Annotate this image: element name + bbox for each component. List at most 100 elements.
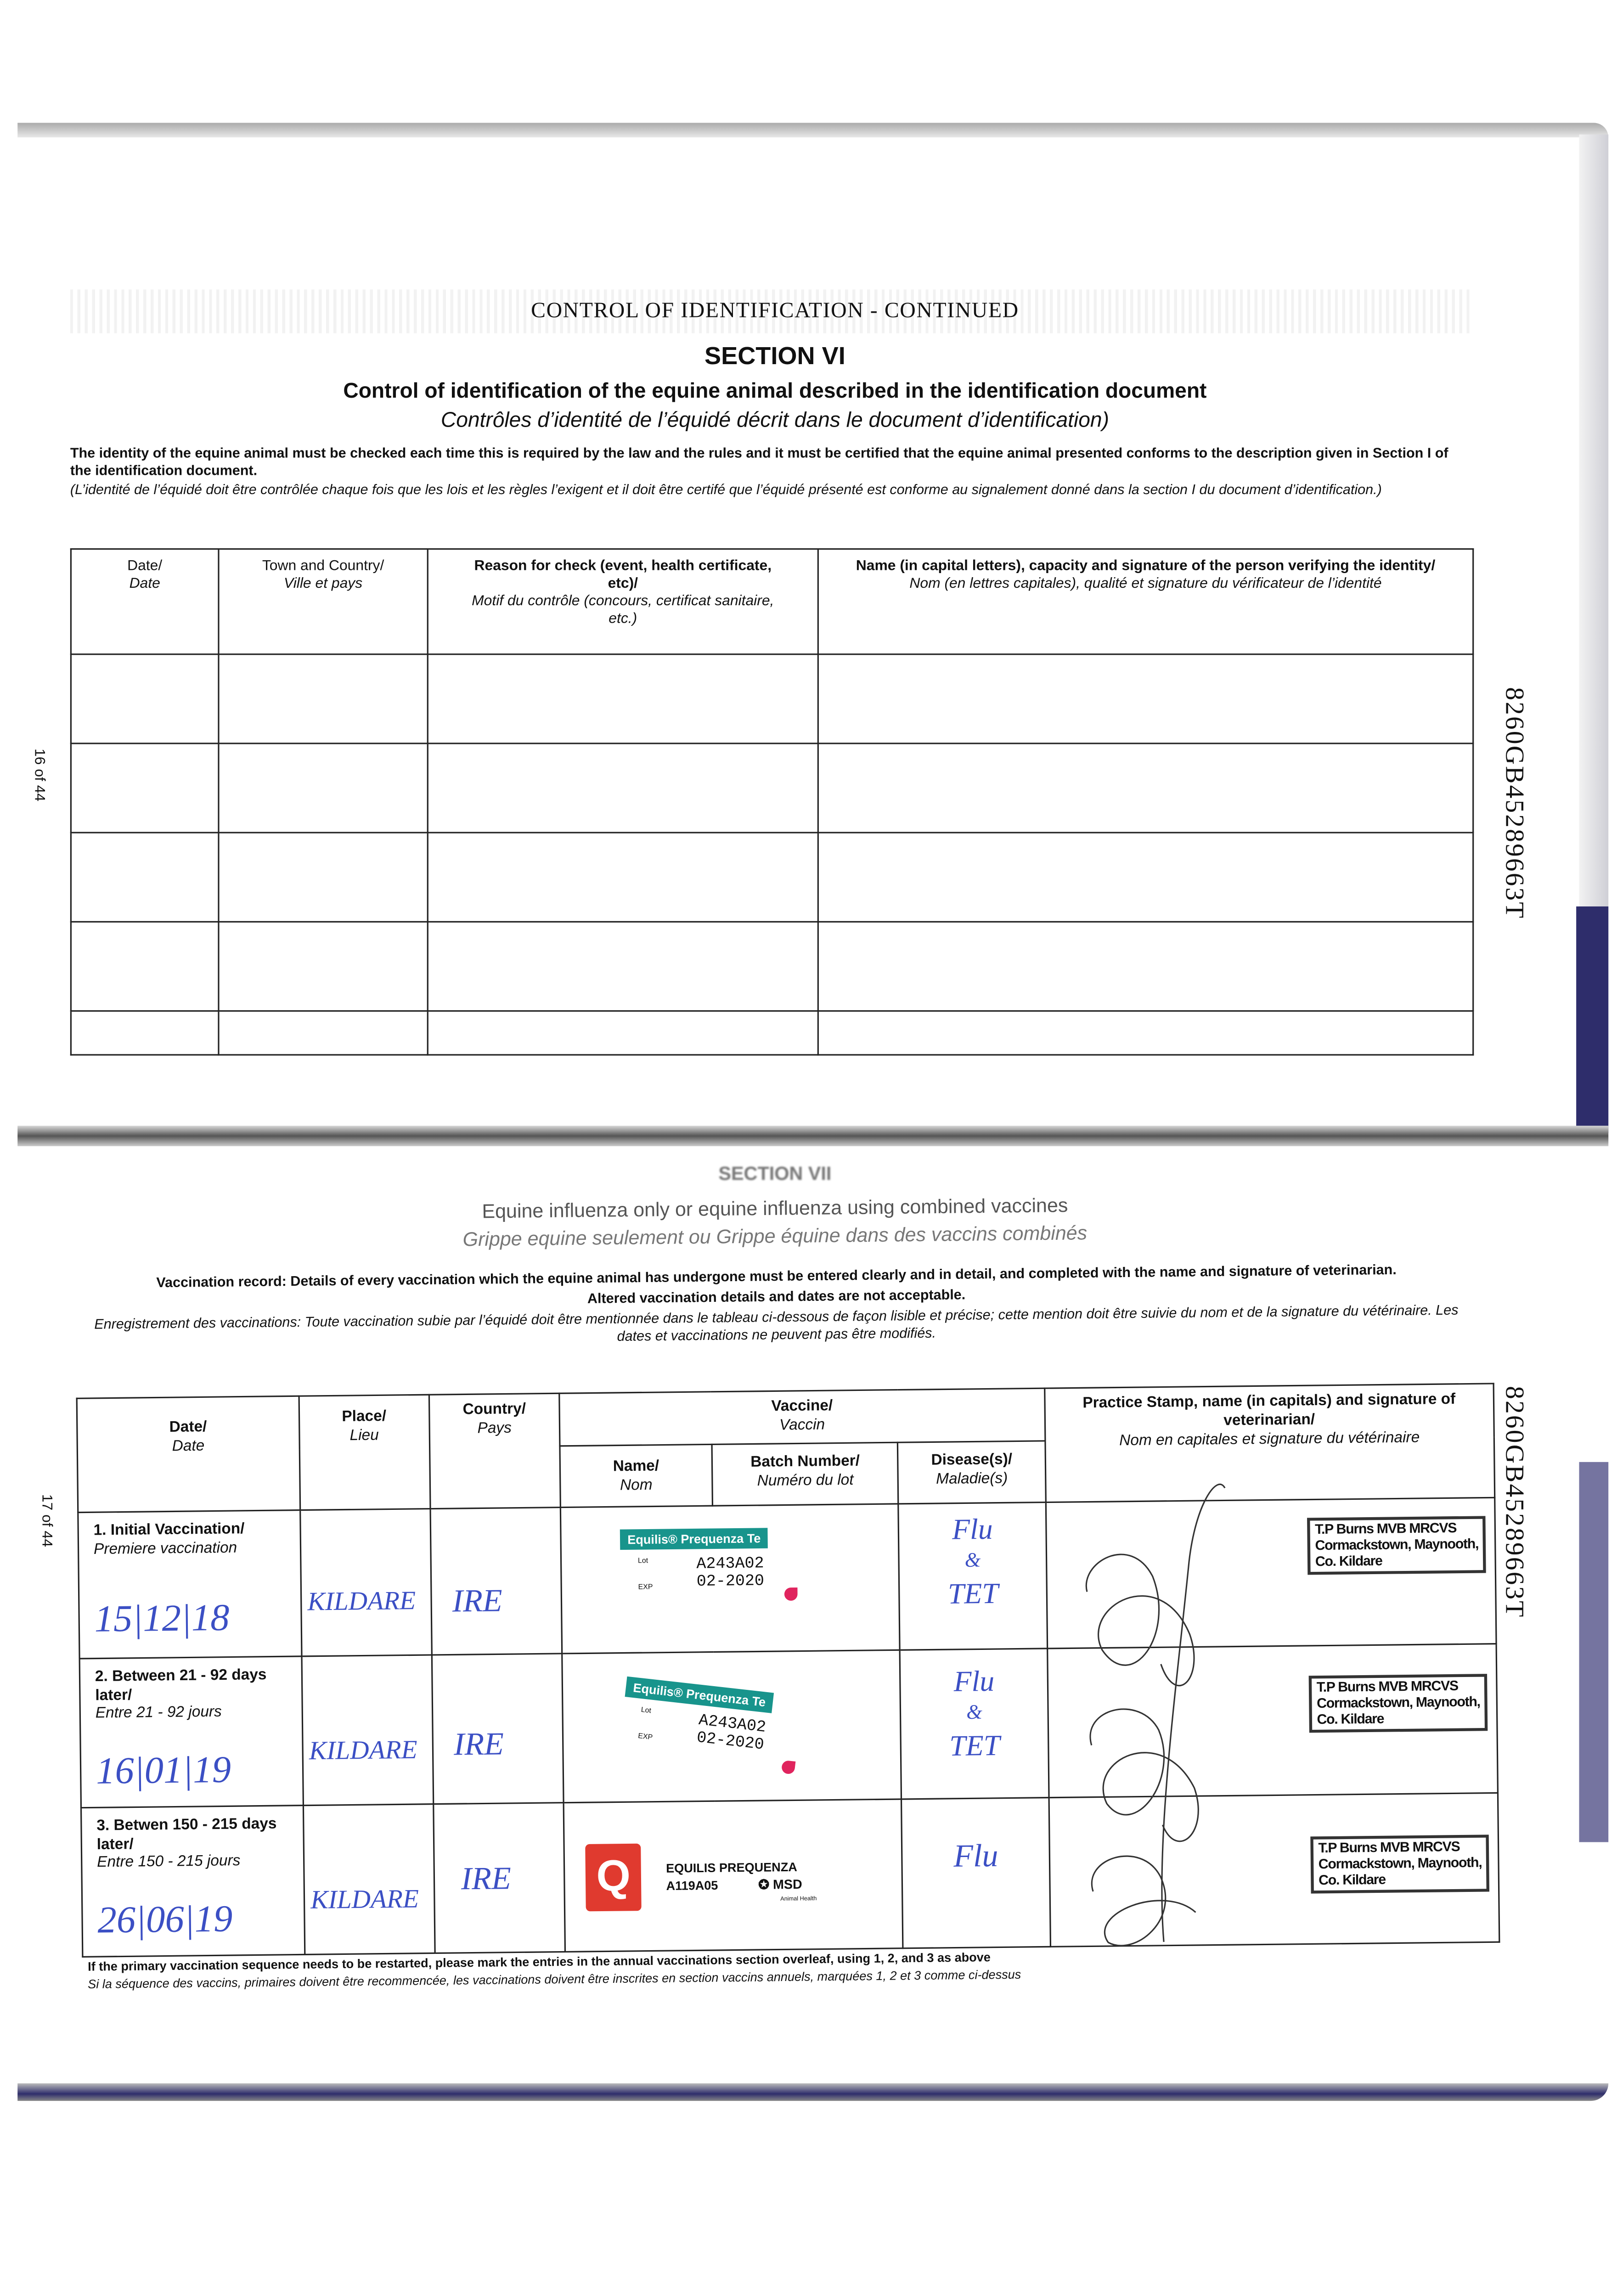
practice-stamp: T.P Burns MVB MRCVS Cormackstown, Maynoot… (1311, 1835, 1489, 1894)
place-cell[interactable]: KILDARE (300, 1508, 432, 1656)
section-title: SECTION VII (718, 1162, 832, 1184)
col-label: Name/ (613, 1457, 659, 1475)
section-subtitle-fr: Contrôles d’identité de l’équidé décrit … (440, 409, 1109, 433)
vaccine-sticker: Equilis® Prequenza Te Lot EXP A243A02 02-… (617, 1672, 810, 1783)
maker-sub: Animal Health (780, 1894, 817, 1902)
passport-number: 8260GB45289663T (1500, 687, 1530, 920)
col-label: Country/ (462, 1400, 526, 1419)
stamp-line: Co. Kildare (1317, 1711, 1384, 1728)
cell[interactable] (427, 743, 819, 833)
page-top-edge (17, 123, 1609, 138)
col-label-fr: Numéro du lot (757, 1471, 854, 1490)
section-subtitle: Control of identification of the equine … (343, 380, 1207, 404)
handwritten-country: IRE (461, 1859, 512, 1897)
col-label-fr: Nom (620, 1476, 653, 1495)
col-reason: Reason for check (event, health certific… (427, 548, 819, 655)
cell[interactable] (70, 832, 220, 923)
col-label-fr: Pays (477, 1419, 512, 1438)
disease-cell[interactable]: Flu & TET (899, 1502, 1047, 1650)
handwritten-place: KILDARE (310, 1884, 419, 1914)
col-label: Date/ (127, 558, 163, 575)
cell[interactable] (427, 653, 819, 744)
cell[interactable] (218, 743, 428, 833)
signature-stroke (1089, 1708, 1199, 1842)
col-label-fr: Date (129, 576, 160, 592)
page-bottom-edge (17, 2083, 1609, 2101)
sticker-exp-label: EXP (638, 1583, 653, 1593)
col-country: Country/Pays (428, 1393, 561, 1509)
vaccine-sticker: Equilis® Prequenza Te Lot EXP A243A02 02-… (620, 1523, 804, 1616)
sticker-lot-label: Lot (637, 1557, 648, 1566)
col-label-fr: Nom (en lettres capitales), qualité et s… (909, 576, 1382, 592)
cell[interactable] (218, 1010, 428, 1056)
stamp-line: Co. Kildare (1315, 1553, 1382, 1570)
place-cell[interactable]: KILDARE (301, 1654, 434, 1806)
cell[interactable] (70, 921, 220, 1012)
cell[interactable] (218, 653, 428, 744)
handwritten-and: & (966, 1702, 983, 1725)
col-label: Date/ (169, 1418, 207, 1436)
col-label: Town and Country/ (262, 558, 384, 575)
table-row (70, 832, 1474, 923)
col-label-fr: Motif du contrôle (concours, certificat … (472, 593, 774, 627)
cover-edge (1576, 906, 1609, 1133)
col-date: Date/Date (77, 1396, 300, 1513)
cell[interactable] (427, 921, 819, 1012)
stamp-line: T.P Burns MVB MRCVS (1318, 1839, 1460, 1857)
handwritten-country: IRE (453, 1725, 504, 1762)
table-row (70, 653, 1474, 744)
cell[interactable] (817, 921, 1474, 1012)
handwritten-and: & (964, 1550, 981, 1573)
col-label: Place/ (342, 1407, 387, 1426)
signature-stroke (1091, 1855, 1196, 1947)
intro-text-fr: (L’identité de l’équidé doit être contrô… (70, 482, 1382, 499)
col-label: Reason for check (event, health certific… (474, 558, 772, 592)
signature-stroke (1161, 1483, 1226, 1942)
country-cell[interactable]: IRE (431, 1653, 564, 1804)
table-row (70, 921, 1474, 1012)
sticker-name: EQUILIS PREQUENZA (665, 1859, 797, 1876)
cell[interactable] (427, 832, 819, 923)
col-label: Practice Stamp, name (in capitals) and s… (1082, 1390, 1456, 1430)
row-label-fr: Entre 150 - 215 jours (96, 1852, 241, 1871)
date-cell[interactable]: 2. Between 21 - 92 days later/Entre 21 -… (79, 1656, 303, 1808)
cell[interactable] (218, 921, 428, 1012)
country-cell[interactable]: IRE (433, 1802, 565, 1953)
vaccine-sticker-cell[interactable]: Equilis® Prequenza Te Lot EXP A243A02 02-… (562, 1650, 902, 1803)
col-vaccine: Vaccine/Vaccin (559, 1388, 1045, 1446)
date-cell[interactable]: 3. Betwen 150 - 215 days later/Entre 150… (81, 1805, 305, 1957)
cell[interactable] (427, 1010, 819, 1056)
cell[interactable] (70, 1010, 220, 1056)
expiry-date: 02-2020 (696, 1573, 765, 1592)
disease-cell[interactable]: Flu & TET (900, 1648, 1049, 1799)
batch-number: A243A02 (696, 1555, 764, 1574)
stamp-line: Cormackstown, Maynooth, (1315, 1536, 1479, 1554)
sticker-tab (781, 1760, 796, 1775)
vaccination-row: 3. Betwen 150 - 215 days later/Entre 150… (81, 1793, 1499, 1957)
handwritten-date: 16|01|19 (96, 1748, 231, 1792)
cell[interactable] (70, 653, 220, 744)
stamp-line: T.P Burns MVB MRCVS (1316, 1678, 1459, 1696)
handwritten-country: IRE (452, 1581, 503, 1619)
vaccine-sticker-cell[interactable]: Equilis® Prequenza Te Lot EXP A243A02 02-… (560, 1503, 901, 1654)
row-label: 1. Initial Vaccination/ (93, 1520, 245, 1540)
cell[interactable] (817, 1010, 1474, 1056)
country-cell[interactable]: IRE (430, 1507, 562, 1655)
cell[interactable] (218, 832, 428, 923)
cover-edge (1579, 1462, 1609, 1842)
msd-icon: ✪ (758, 1877, 773, 1892)
stamp-line: Co. Kildare (1319, 1872, 1386, 1889)
vaccine-sticker: Q EQUILIS PREQUENZA A119A05 ✪ MSD Animal… (585, 1841, 864, 1918)
vaccine-sticker-cell[interactable]: Q EQUILIS PREQUENZA A119A05 ✪ MSD Animal… (564, 1799, 904, 1952)
handwritten-disease: Flu (953, 1837, 998, 1874)
col-verifier: Name (in capital letters), capacity and … (817, 548, 1474, 655)
date-cell[interactable]: 1. Initial Vaccination/Premiere vaccinat… (78, 1510, 302, 1659)
col-label-fr: Date (172, 1437, 205, 1455)
handwritten-place: KILDARE (307, 1586, 416, 1616)
cell[interactable] (817, 832, 1474, 923)
disease-cell[interactable]: Flu (902, 1797, 1050, 1948)
cell[interactable] (70, 743, 220, 833)
place-cell[interactable]: KILDARE (303, 1804, 435, 1955)
cell[interactable] (817, 653, 1474, 744)
cell[interactable] (817, 743, 1474, 833)
